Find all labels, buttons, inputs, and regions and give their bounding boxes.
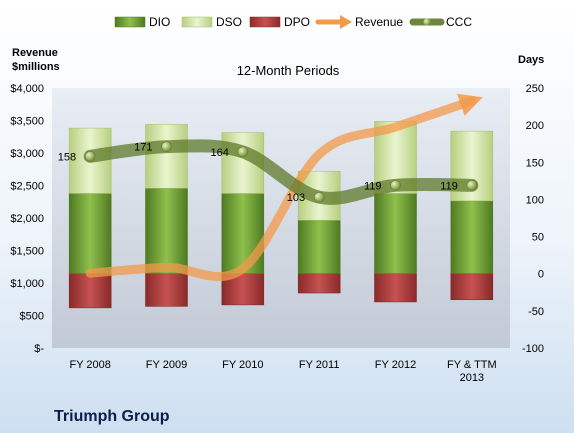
ccc-point <box>84 151 96 162</box>
legend-label-dso: DSO <box>216 15 242 29</box>
bar-dio <box>221 193 265 274</box>
y-right-axis-title: Days <box>518 54 544 66</box>
x-tick-label: FY 2008 <box>69 359 110 371</box>
y-left-tick-label: $3,500 <box>10 116 44 128</box>
bar-dio <box>297 219 341 274</box>
y-right-tick-label: 100 <box>526 194 544 206</box>
bar-dpo <box>297 273 341 294</box>
chart-title: 12-Month Periods <box>237 63 340 78</box>
bar-dpo <box>145 273 188 307</box>
y-left-axis-title: Revenue $millions <box>12 47 61 73</box>
bars-layer <box>68 121 494 309</box>
x-tick-label: FY 2012 <box>375 359 416 371</box>
y-right-tick-label: 200 <box>526 120 544 132</box>
x-tick-label: FY & TTM 2013 <box>447 359 497 384</box>
ccc-data-label: 103 <box>287 192 305 204</box>
ccc-point <box>237 146 249 158</box>
y-right-axis: -100 -50 0 50 100 150 200 250 <box>522 83 544 355</box>
x-axis: FY 2008 FY 2009 FY 2010 FY 2011 FY 2012 FY & … <box>69 359 496 384</box>
revenue-layer <box>85 93 483 282</box>
x-tick-label: FY 2011 <box>299 359 340 371</box>
y-left-axis-title-line-2: $millions <box>12 61 60 73</box>
bar-dio <box>450 200 494 274</box>
bar-dpo <box>450 273 494 300</box>
y-left-tick-label: $500 <box>20 311 44 323</box>
ccc-data-label: 119 <box>364 180 382 192</box>
y-right-tick-label: -50 <box>528 306 544 318</box>
bar-dso <box>145 124 188 189</box>
ccc-point <box>466 180 478 191</box>
y-left-tick-label: $3,000 <box>10 148 44 160</box>
ccc-layer: 158 171 164 103 119 119 <box>58 139 479 205</box>
bar-dpo <box>374 273 417 303</box>
ccc-data-label: 119 <box>440 180 458 192</box>
ccc-point <box>161 141 172 152</box>
ccc-point <box>390 180 401 191</box>
legend-label-dio: DIO <box>149 15 170 29</box>
ccc-data-label: 171 <box>134 142 152 154</box>
y-left-tick-label: $4,000 <box>10 83 44 95</box>
company-name: Triumph Group <box>54 408 170 425</box>
y-left-axis: $- $500 $1,000 $1,500 $2,000 $2,500 $3,000 $3,5… <box>10 83 44 355</box>
y-right-tick-label: 50 <box>532 232 544 244</box>
y-left-tick-label: $2,000 <box>10 213 44 225</box>
y-right-tick-label: 150 <box>526 157 544 169</box>
legend-item-dio: DIO <box>114 15 170 29</box>
bar-dio <box>145 188 188 274</box>
y-right-tick-label: 250 <box>526 83 544 95</box>
ccc-data-label: 158 <box>58 151 76 163</box>
y-left-axis-title-line-1: Revenue <box>12 47 58 59</box>
x-tick-label: FY 2009 <box>146 359 187 371</box>
legend-item-dpo: DPO <box>249 15 310 29</box>
legend-label-ccc: CCC <box>446 15 472 29</box>
y-left-tick-label: $- <box>34 343 44 355</box>
ccc-data-label: 164 <box>210 147 228 159</box>
y-right-tick-label: -100 <box>522 343 544 355</box>
legend-label-dpo: DPO <box>284 15 310 29</box>
legend-item-revenue: Revenue <box>315 15 403 29</box>
y-right-tick-label: 0 <box>538 269 544 281</box>
legend-label-revenue: Revenue <box>355 15 403 29</box>
legend-item-dso: DSO <box>181 15 242 29</box>
x-tick-label: FY 2010 <box>222 359 263 371</box>
bar-dio <box>68 193 112 274</box>
revenue-line <box>85 93 483 282</box>
y-left-tick-label: $1,500 <box>10 246 44 258</box>
legend: DIO DSO DPO Revenue CCC <box>114 15 472 29</box>
bar-dpo <box>68 273 112 309</box>
y-left-tick-label: $2,500 <box>10 181 44 193</box>
ccc-point <box>313 191 325 203</box>
legend-item-ccc: CCC <box>409 15 472 29</box>
y-left-tick-label: $1,000 <box>10 278 44 290</box>
bar-dio <box>374 193 417 274</box>
